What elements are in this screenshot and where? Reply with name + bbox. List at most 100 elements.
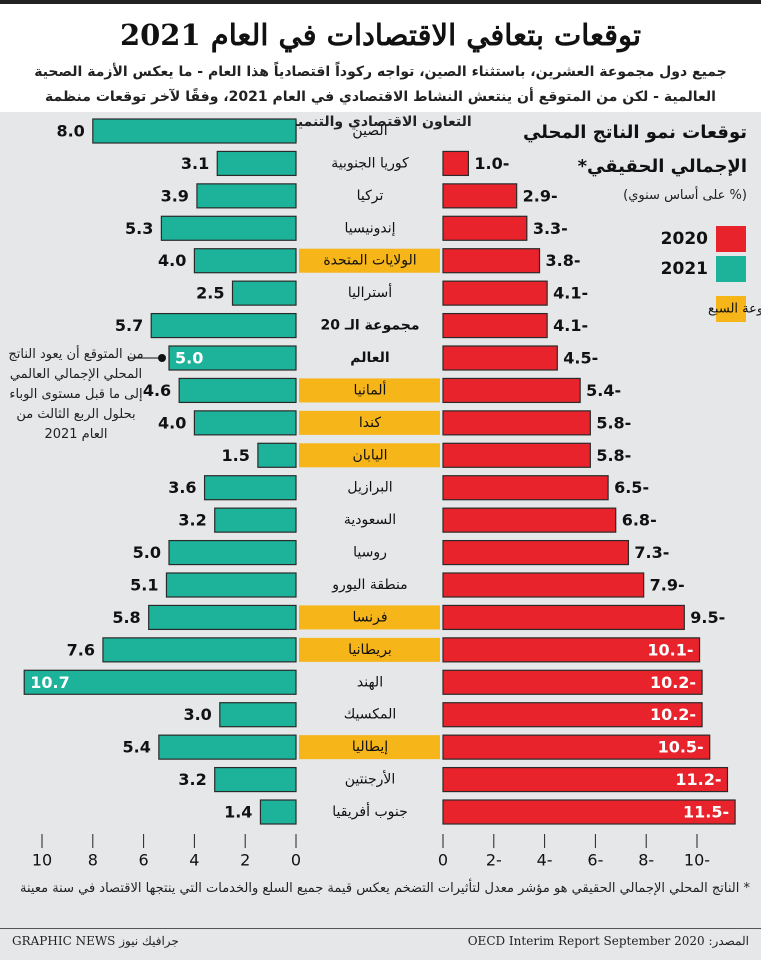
bar — [442, 215, 528, 241]
annotation-dot — [158, 354, 166, 362]
category-label: العالم — [350, 350, 389, 366]
bar — [148, 604, 297, 631]
tick-label: 4 — [189, 851, 199, 870]
bar — [150, 312, 297, 339]
category-label: ألمانيا — [354, 380, 387, 398]
title: توقعات بتعافي الاقتصادات في العام 2021 — [119, 18, 642, 52]
category-label: البرازيل — [347, 480, 392, 496]
highlight-box — [299, 605, 440, 630]
bar — [442, 475, 609, 501]
bar — [442, 702, 703, 728]
category-label: اليابان — [352, 447, 387, 463]
source: المصدر: OECD Interim Report September 20… — [467, 934, 749, 948]
highlight-box — [299, 378, 440, 403]
category-label: روسيا — [353, 545, 387, 561]
tick-label: 8- — [638, 851, 654, 870]
value-label: 3.2 — [178, 511, 206, 530]
value-label: 7.9- — [650, 576, 685, 595]
highlight-box — [299, 410, 440, 435]
value-label: 5.3 — [125, 219, 153, 238]
category-label: مجموعة الـ 20 — [320, 318, 419, 334]
bar — [168, 539, 297, 566]
value-label: 4.1- — [553, 316, 588, 335]
value-label: 1.5 — [222, 446, 250, 465]
bar — [231, 280, 297, 306]
value-label: 5.1 — [130, 576, 158, 595]
bar — [442, 280, 548, 306]
value-label: 10.5- — [658, 738, 704, 757]
bar — [442, 442, 591, 468]
chart-unit: (% على أساس سنوي) — [623, 188, 747, 203]
bar — [442, 766, 729, 793]
value-label: 5.4 — [122, 738, 150, 757]
tick-label: 10 — [32, 851, 52, 870]
value-label: 4.1- — [553, 284, 588, 303]
bar — [442, 539, 630, 566]
legend-label: مجموعة السبع — [708, 302, 761, 317]
category-label: الأرجنتين — [345, 770, 396, 788]
value-label: 3.9 — [161, 186, 189, 205]
value-label: 3.3- — [533, 219, 568, 238]
bar — [442, 799, 736, 825]
bar — [193, 248, 297, 274]
tick-label: 6- — [587, 851, 603, 870]
value-label: 1.4 — [224, 803, 252, 822]
category-label: إيطاليا — [352, 739, 388, 755]
bar — [442, 312, 548, 339]
credit: GRAPHIC NEWS جرافيك نيوز — [12, 934, 179, 948]
category-label: الصين — [352, 123, 387, 139]
value-label: 5.4- — [586, 381, 621, 400]
bar — [214, 507, 297, 533]
category-label: تركيا — [357, 188, 384, 204]
bar — [102, 637, 297, 663]
value-label: 4.5- — [563, 349, 598, 368]
bar — [160, 215, 297, 241]
value-label: 2.9- — [523, 186, 558, 205]
value-label: 4.6 — [143, 381, 171, 400]
value-label: 10.2- — [650, 673, 696, 692]
value-label: 9.5- — [690, 608, 725, 627]
bar — [168, 345, 297, 371]
annotation: من المتوقع أن يعود الناتج المحلي الإجمال… — [8, 347, 144, 442]
bar — [442, 572, 645, 598]
bar — [442, 183, 518, 209]
bar — [442, 377, 581, 404]
category-label: كوريا الجنوبية — [331, 155, 409, 171]
value-label: 5.7 — [115, 316, 143, 335]
value-label: 11.2- — [675, 770, 721, 789]
value-label: 5.8- — [596, 413, 631, 432]
tick-label: 8 — [88, 851, 98, 870]
tick-label: 0 — [438, 851, 448, 870]
bar — [442, 345, 558, 371]
bar — [259, 799, 297, 825]
highlight-box — [299, 443, 440, 468]
legend-label: 2020 — [661, 229, 708, 249]
legend-label: 2021 — [661, 259, 708, 279]
bar — [193, 410, 297, 436]
category-label: بريطانيا — [348, 642, 392, 658]
tick-label: 2 — [240, 851, 250, 870]
value-label: 3.2 — [178, 770, 206, 789]
bar — [257, 442, 297, 468]
header: توقعات بتعافي الاقتصادات في العام 2021 ج… — [0, 0, 761, 130]
chart-title: توقعات نمو الناتج المحلي الإجمالي الحقيق… — [522, 122, 747, 177]
category-label: أستراليا — [348, 283, 392, 301]
bar — [442, 410, 591, 436]
tick-label: 0 — [291, 851, 301, 870]
value-label: 3.1 — [181, 154, 209, 173]
value-label: 4.0 — [158, 251, 186, 270]
highlight-box — [299, 637, 440, 662]
tick-label: 10- — [684, 851, 710, 870]
bar — [178, 377, 297, 404]
highlight-box — [299, 735, 440, 760]
bar — [219, 702, 297, 728]
value-label: 2.5 — [196, 284, 224, 303]
category-label: السعودية — [344, 512, 396, 528]
bar — [442, 150, 469, 177]
bar — [442, 604, 685, 631]
category-label: المكسيك — [344, 707, 397, 723]
bar — [158, 734, 297, 760]
legend-swatch — [716, 256, 746, 282]
category-label: فرنسا — [352, 609, 387, 625]
